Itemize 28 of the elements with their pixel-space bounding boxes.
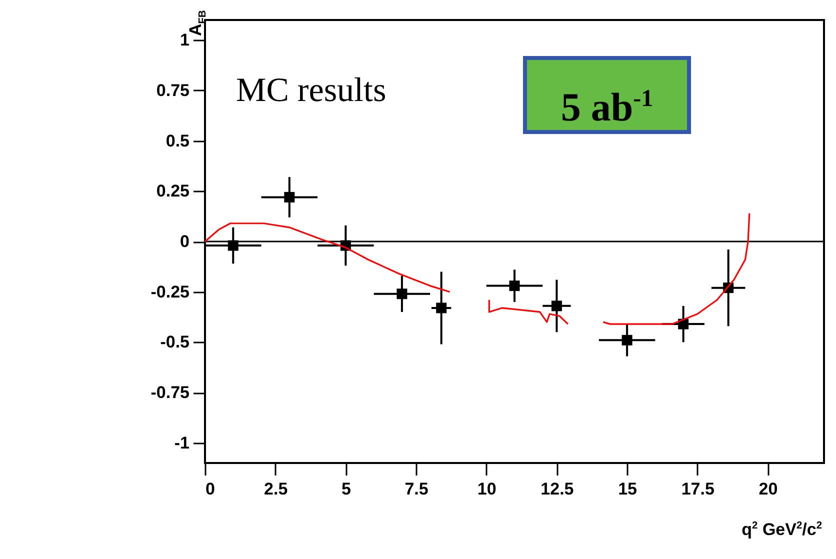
point (436, 302, 447, 314)
x-tick-label: 17.5 (681, 480, 714, 498)
annotation: 5 ab$^{-1}$ (523, 56, 691, 134)
point (396, 288, 408, 300)
y-tick-label: -0.5 (160, 332, 190, 352)
x-tick-label: 7.5 (404, 480, 428, 498)
x-tick-label: 2.5 (264, 480, 288, 498)
x-tick-label: 10 (477, 480, 496, 498)
point (228, 240, 238, 251)
y-tick-label: 0.25 (156, 182, 190, 201)
y-tick-label: -1 (174, 433, 190, 452)
point (551, 300, 562, 312)
x-tick-label: 20 (758, 480, 778, 498)
y-tick-label: 0.5 (166, 131, 190, 150)
y-tick-label: 0 (180, 232, 190, 251)
x-axis-title: q$^{2}$ GeV$^{2}$/c$^{2}$ (742, 520, 822, 540)
point (622, 334, 632, 346)
y-tick-label: 0.75 (156, 80, 190, 100)
y-tick-label: 1 (180, 30, 190, 50)
point (284, 192, 295, 202)
y-tick-label: -0.25 (150, 282, 190, 302)
y-tick-label: -0.75 (150, 383, 190, 402)
x-tick-label: 15 (618, 480, 638, 498)
point (509, 280, 520, 292)
x-tick-label: 12.5 (540, 480, 574, 498)
x-tick-label: 0 (206, 480, 215, 498)
annotation: MC results (236, 72, 386, 110)
x-tick-label: 5 (341, 480, 351, 498)
